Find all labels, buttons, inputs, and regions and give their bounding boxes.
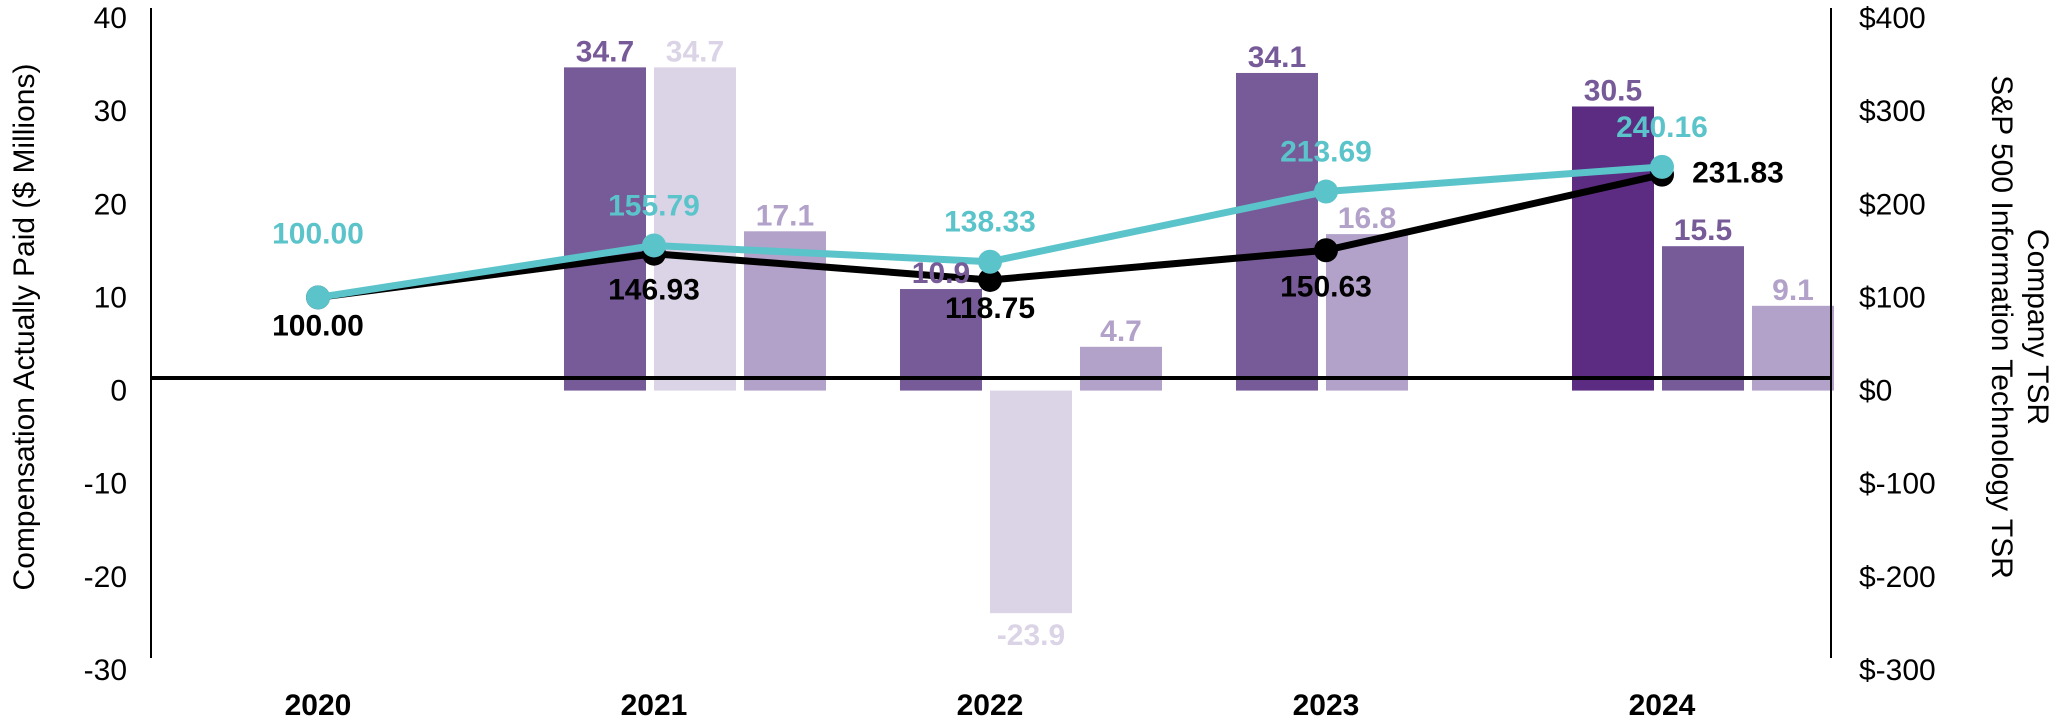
- bar-data-label: 10.9: [912, 257, 970, 290]
- tsr-data-label: 213.69: [1280, 136, 1372, 169]
- tsr-point: [978, 249, 1002, 274]
- y2-tick-label: $100: [1859, 281, 1926, 314]
- y-tick-label: -20: [84, 561, 127, 594]
- tsr-data-label: 138.33: [944, 206, 1036, 239]
- x-tick-label: 2022: [957, 689, 1024, 722]
- y-tick-label: -10: [84, 468, 127, 501]
- tsr-point: [1314, 238, 1338, 263]
- bar: [1572, 106, 1654, 391]
- tsr-data-label: 100.00: [272, 217, 364, 250]
- y-tick-label: 30: [94, 95, 127, 128]
- lines-layer: [306, 154, 1674, 310]
- bar: [1662, 246, 1744, 391]
- bar: [990, 390, 1072, 614]
- tsr-data-label: 231.83: [1692, 157, 1784, 190]
- tsr-data-label: 146.93: [608, 274, 700, 307]
- tsr-point: [1314, 179, 1338, 204]
- x-tick-label: 2024: [1629, 689, 1696, 722]
- y2-tick-label: $400: [1859, 2, 1926, 35]
- tsr-data-label: 100.00: [272, 309, 364, 342]
- y2-tick-label: $300: [1859, 95, 1926, 128]
- bar-data-label: 34.7: [666, 35, 724, 68]
- bar-data-label: 16.8: [1338, 202, 1396, 235]
- tsr-data-label: 240.16: [1616, 111, 1708, 144]
- y2-tick-label: $-200: [1859, 561, 1936, 594]
- tsr-point: [1650, 154, 1674, 179]
- bar-data-label: 34.7: [576, 35, 634, 68]
- ticks-layer: 40 30 20 10 0 -10 -20 -30 $400 $300 $200 $100 $0 $-10…: [84, 2, 1936, 722]
- y-tick-label: 10: [94, 281, 127, 314]
- tsr-data-label: 118.75: [945, 292, 1035, 325]
- tsr-point: [642, 233, 666, 258]
- tsr-data-label: 150.63: [1280, 270, 1372, 303]
- y2-axis-title-line2: S&P 500 Information Technology TSR: [1985, 75, 2018, 579]
- bar-data-label: 9.1: [1772, 274, 1814, 307]
- y2-axis-title-line1: Company TSR: [2021, 229, 2054, 425]
- bar-data-label: 15.5: [1674, 214, 1732, 247]
- bar: [1326, 234, 1408, 391]
- y2-tick-label: $200: [1859, 188, 1926, 221]
- bar-data-label: 17.1: [756, 199, 814, 232]
- y-tick-label: -30: [84, 654, 127, 687]
- bar: [564, 67, 646, 391]
- bar-data-label: 4.7: [1100, 315, 1142, 348]
- y-tick-label: 20: [94, 188, 127, 221]
- bars-layer: [564, 67, 1834, 614]
- tsr-point: [306, 285, 330, 310]
- x-tick-label: 2021: [621, 689, 688, 722]
- x-tick-label: 2020: [285, 689, 352, 722]
- y2-tick-label: $-100: [1859, 468, 1936, 501]
- y2-tick-label: $0: [1859, 375, 1892, 408]
- tsr-data-label: 155.79: [608, 189, 700, 222]
- bar: [654, 67, 736, 391]
- y-axis-title: Compensation Actually Paid ($ Millions): [8, 64, 41, 591]
- labels-layer: 34.7 34.7 17.1 10.9 -23.9 4.7 34.1 16.8 30.5 15.5…: [272, 35, 1814, 652]
- bar-data-label: 30.5: [1584, 74, 1642, 107]
- tsr-point: [978, 267, 1002, 292]
- x-tick-label: 2023: [1293, 689, 1360, 722]
- bar: [1236, 72, 1318, 391]
- y-tick-label: 40: [94, 2, 127, 35]
- bar: [744, 231, 826, 391]
- y2-tick-label: $-300: [1859, 654, 1936, 687]
- y-tick-label: 0: [110, 375, 127, 408]
- bar-data-label: 34.1: [1248, 41, 1306, 74]
- bar-data-label: -23.9: [997, 619, 1065, 652]
- axes-layer: [150, 8, 1832, 658]
- bar: [900, 289, 982, 391]
- bar: [1080, 346, 1162, 391]
